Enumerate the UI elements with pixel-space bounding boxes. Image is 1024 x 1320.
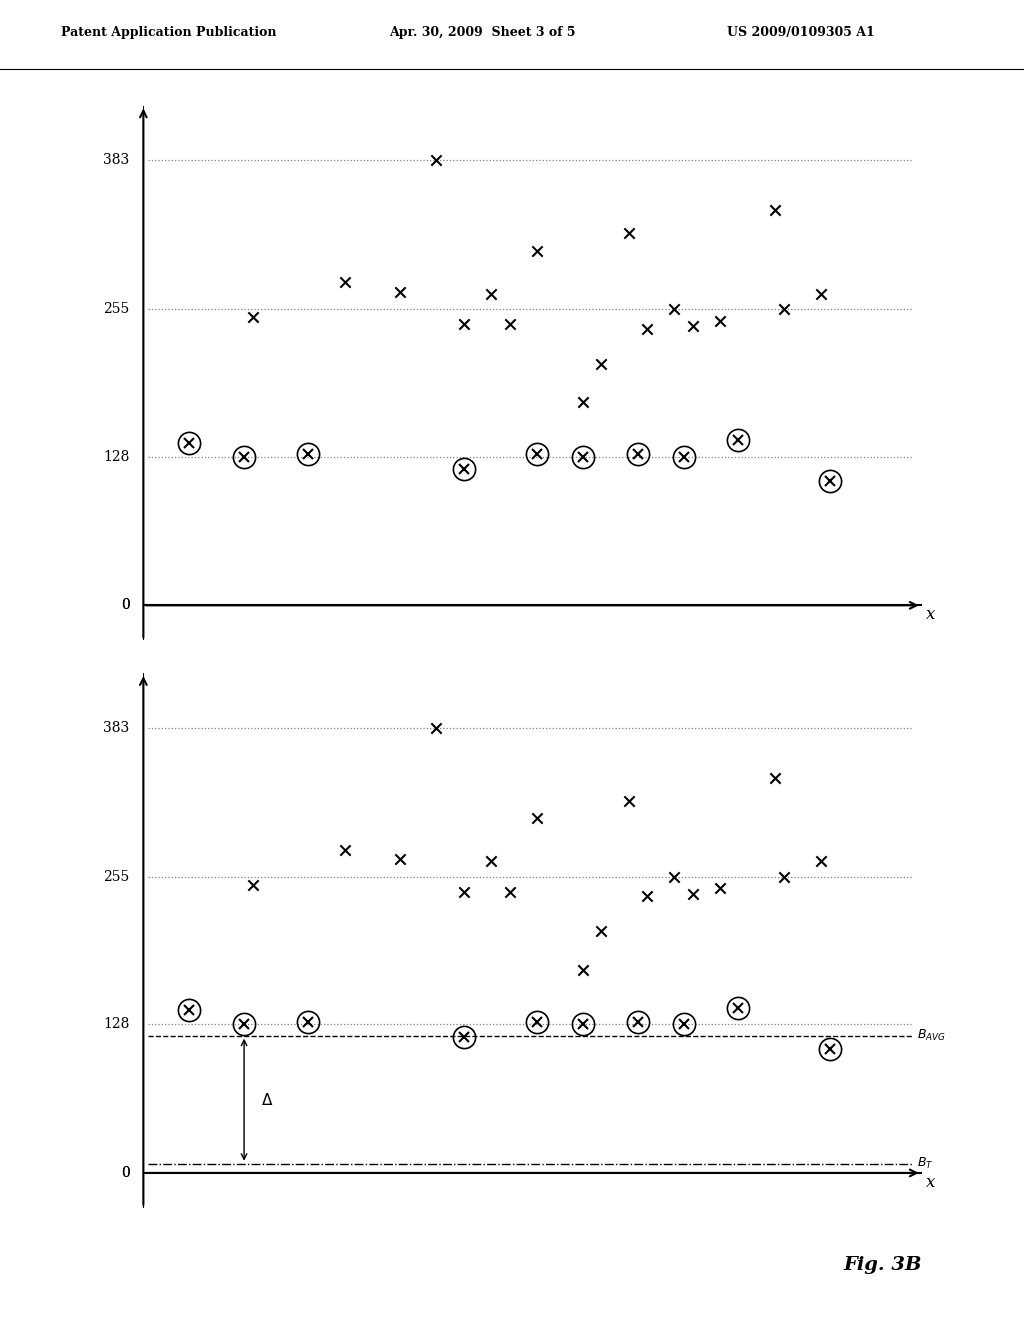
Point [776,866,793,887]
Point [776,298,793,319]
Text: $\Delta$: $\Delta$ [260,1092,272,1107]
Point [667,298,683,319]
Point [337,840,353,861]
Point [593,352,609,374]
Text: 383: 383 [103,153,130,168]
Point [767,199,783,220]
Point [428,149,444,170]
Text: 0: 0 [121,598,130,612]
Point [621,223,637,244]
Point [621,791,637,812]
Text: 128: 128 [103,450,130,463]
Text: Patent Application Publication: Patent Application Publication [61,26,276,40]
Point [684,883,700,904]
Point [456,882,472,903]
Text: $B_{AVG}$: $B_{AVG}$ [918,1028,946,1043]
Point [813,284,829,305]
Point [639,318,655,339]
Text: x: x [926,606,936,623]
Point [245,874,261,895]
Point [456,314,472,335]
Point [391,281,408,302]
Text: x: x [926,1173,936,1191]
Point [712,310,728,331]
Point [245,306,261,327]
Point [483,851,500,873]
Point [684,315,700,337]
Point [813,851,829,873]
Text: Apr. 30, 2009  Sheet 3 of 5: Apr. 30, 2009 Sheet 3 of 5 [389,26,575,40]
Point [593,920,609,941]
Text: 0: 0 [121,598,130,612]
Text: Fig. 3B: Fig. 3B [843,1255,922,1274]
Point [502,314,518,335]
Point [639,886,655,907]
Point [667,866,683,887]
Text: 0: 0 [121,1166,130,1180]
Point [528,240,545,261]
Point [337,272,353,293]
Point [528,808,545,829]
Point [712,878,728,899]
Point [428,717,444,738]
Text: US 2009/0109305 A1: US 2009/0109305 A1 [727,26,874,40]
Point [483,284,500,305]
Point [767,767,783,788]
Text: 0: 0 [121,1166,130,1180]
Text: Fig. 3A: Fig. 3A [845,688,922,706]
Point [502,882,518,903]
Point [574,392,591,413]
Point [391,849,408,870]
Point [574,960,591,981]
Text: 128: 128 [103,1018,130,1031]
Text: 255: 255 [103,302,130,315]
Text: 255: 255 [103,870,130,883]
Text: $B_T$: $B_T$ [918,1156,934,1171]
Text: 383: 383 [103,721,130,735]
